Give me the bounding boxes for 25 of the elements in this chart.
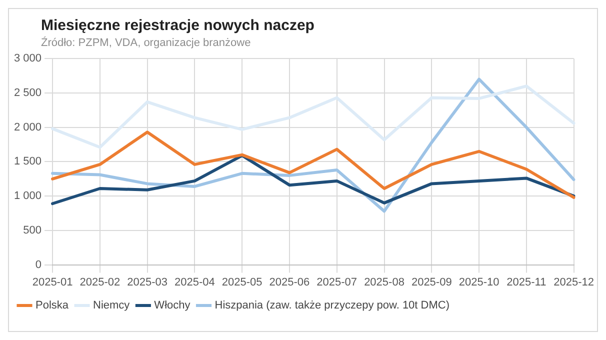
x-tick-label: 2025-01 [32,276,73,288]
chart-subtitle: Źródło: PZPM, VDA, organizacje branżowe [40,36,252,49]
y-tick-label: 500 [23,224,42,236]
x-tick-label: 2025-06 [269,276,310,288]
legend-label: Polska [36,300,70,312]
x-tick-label: 2025-02 [80,276,120,288]
x-tick-label: 2025-11 [506,276,546,288]
chart-title: Miesięczne rejestracje nowych naczep [40,16,316,34]
x-tick-label: 2025-10 [458,276,500,288]
y-tick-label: 1 500 [14,156,42,168]
x-tick-label: 2025-09 [411,276,452,288]
legend-label: Włochy [154,300,191,312]
y-tick-label: 1 000 [14,190,42,202]
x-tick-label: 2025-05 [222,276,262,288]
y-tick-label: 2 000 [14,121,42,134]
y-tick-label: 3 000 [14,52,42,65]
y-tick-label: 2 500 [14,87,42,99]
x-tick-label: 2025-08 [364,276,404,288]
legend-label: Hiszpania (zaw. także przyczepy pow. 10t DMC) [214,300,450,312]
y-tick-label: 0 [35,258,42,271]
x-tick-label: 2025-03 [127,276,168,288]
x-tick-label: 2025-04 [174,276,215,288]
legend-label: Niemcy [93,300,130,312]
x-tick-label: 2025-07 [316,276,358,288]
x-tick-label: 2025-12 [554,276,594,288]
